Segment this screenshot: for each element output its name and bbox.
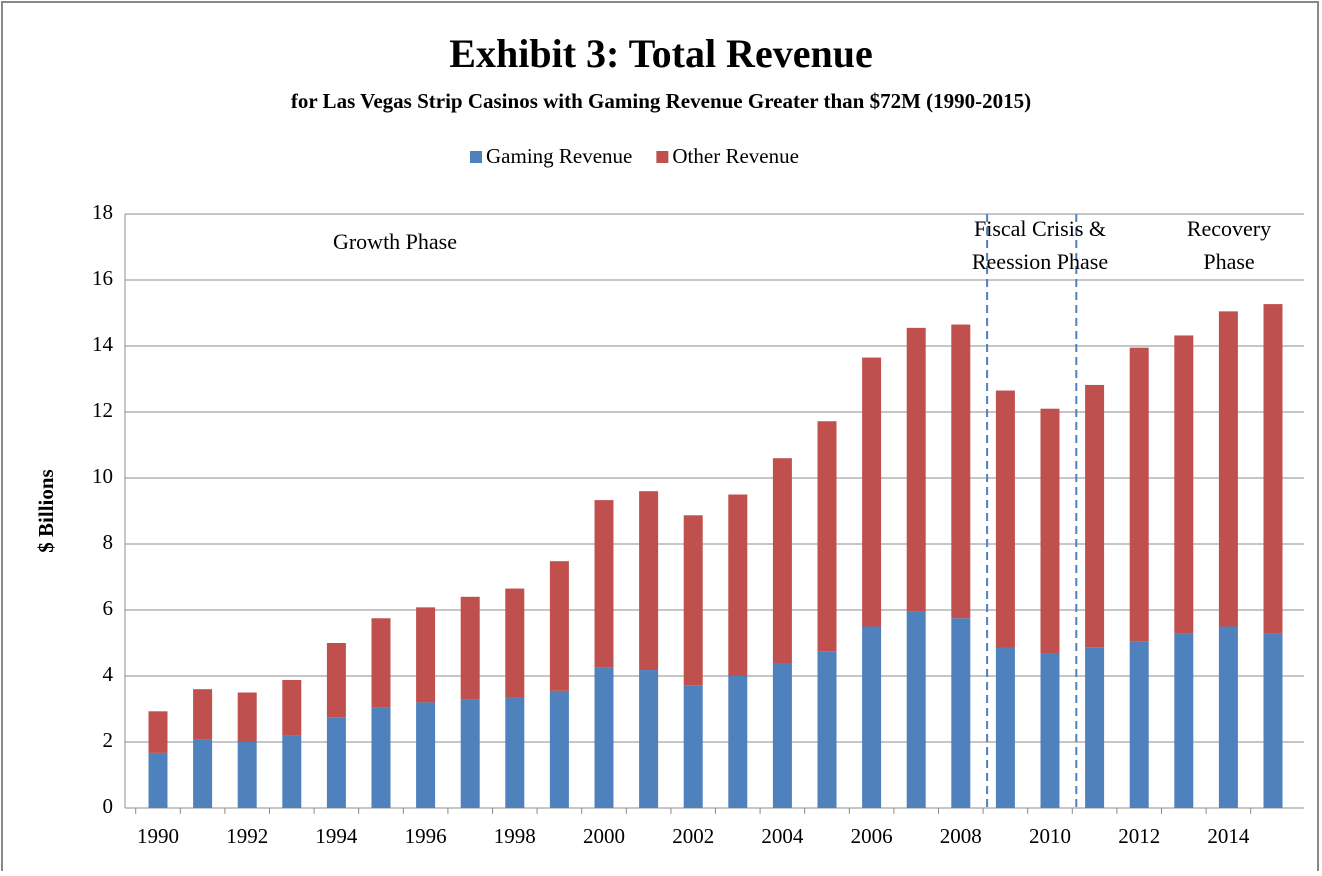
x-tick-label: 2006 [851, 824, 893, 848]
bar-segment [193, 739, 213, 808]
x-tick-label: 2010 [1029, 824, 1071, 848]
bar-segment [862, 357, 882, 627]
chart-subtitle: for Las Vegas Strip Casinos with Gaming … [291, 89, 1031, 113]
bar-segment [416, 607, 436, 703]
y-tick-label: 16 [92, 266, 113, 290]
bar-segment [237, 742, 257, 808]
bar-segment [594, 667, 614, 808]
bar-segment [1174, 335, 1194, 634]
bar-segment [282, 679, 302, 736]
bar-segment [148, 711, 168, 753]
x-tick-label: 1998 [494, 824, 536, 848]
annotation: Recovery [1187, 216, 1271, 241]
bar-segment [371, 707, 391, 808]
x-tick-label: 2014 [1207, 824, 1250, 848]
x-tick-label: 2004 [761, 824, 804, 848]
bar-segment [1218, 311, 1238, 627]
legend-label: Gaming Revenue [486, 144, 632, 168]
bar-segment [817, 651, 837, 808]
y-tick-label: 12 [92, 398, 113, 422]
bar-segment [995, 390, 1015, 648]
y-tick-label: 10 [92, 464, 113, 488]
x-tick-label: 2008 [940, 824, 982, 848]
bar-segment [282, 735, 302, 808]
bar-segment [460, 699, 480, 808]
bar-segment [416, 702, 436, 808]
bar-segment [1263, 633, 1283, 808]
bar-segment [951, 324, 971, 619]
bar-segment [817, 421, 837, 652]
annotation: Growth Phase [333, 229, 457, 254]
bar-segment [951, 618, 971, 808]
chart-title: Exhibit 3: Total Revenue [449, 31, 872, 76]
bar-segment [1085, 647, 1105, 808]
x-tick-label: 2002 [672, 824, 714, 848]
bar-segment [148, 752, 168, 808]
y-tick-label: 0 [103, 794, 114, 818]
annotation: Phase [1203, 249, 1254, 274]
x-tick-label: 2012 [1118, 824, 1160, 848]
bar-segment [728, 494, 748, 676]
bar-segment [1040, 653, 1060, 808]
bar-segment [728, 676, 748, 808]
legend-swatch [470, 151, 482, 163]
x-tick-label: 1990 [137, 824, 179, 848]
bar-segment [1263, 304, 1283, 634]
bar-segment [1085, 384, 1105, 648]
x-tick-label: 1992 [226, 824, 268, 848]
bar-segment [193, 689, 213, 740]
bar-segment [906, 327, 926, 612]
legend-swatch [656, 151, 669, 163]
bar-segment [326, 643, 346, 718]
y-tick-label: 6 [103, 596, 114, 620]
bar-segment [639, 670, 659, 808]
annotation: Reession Phase [972, 249, 1108, 274]
x-tick-label: 1996 [405, 824, 447, 848]
bar-segment [772, 663, 792, 808]
y-tick-label: 18 [92, 200, 113, 224]
bar-segment [639, 491, 659, 671]
bar-segment [371, 618, 391, 708]
y-tick-label: 8 [103, 530, 114, 554]
bar-segment [505, 588, 525, 698]
bar-segment [683, 685, 703, 808]
bar-segment [237, 692, 257, 742]
bar-segment [1174, 633, 1194, 808]
bar-segment [1040, 408, 1060, 654]
bar-segment [1129, 641, 1149, 808]
legend-label: Other Revenue [672, 144, 799, 168]
y-tick-label: 14 [92, 332, 114, 356]
bar-segment [1218, 626, 1238, 808]
bar-segment [1129, 347, 1149, 642]
bar-segment [995, 647, 1015, 808]
annotation: Fiscal Crisis & [974, 216, 1106, 241]
y-tick-label: 2 [103, 728, 114, 752]
y-axis-label: $ Billions [34, 469, 58, 552]
bar-segment [549, 690, 569, 808]
x-tick-label: 2000 [583, 824, 625, 848]
bar-segment [594, 500, 614, 668]
bar-segment [549, 561, 569, 691]
bar-segment [683, 515, 703, 686]
bar-segment [772, 458, 792, 664]
bar-segment [460, 596, 480, 700]
y-tick-label: 4 [103, 662, 114, 686]
bar-segment [862, 626, 882, 808]
bar-segment [906, 611, 926, 808]
x-tick-label: 1994 [315, 824, 358, 848]
bar-segment [326, 717, 346, 808]
bar-segment [505, 697, 525, 808]
